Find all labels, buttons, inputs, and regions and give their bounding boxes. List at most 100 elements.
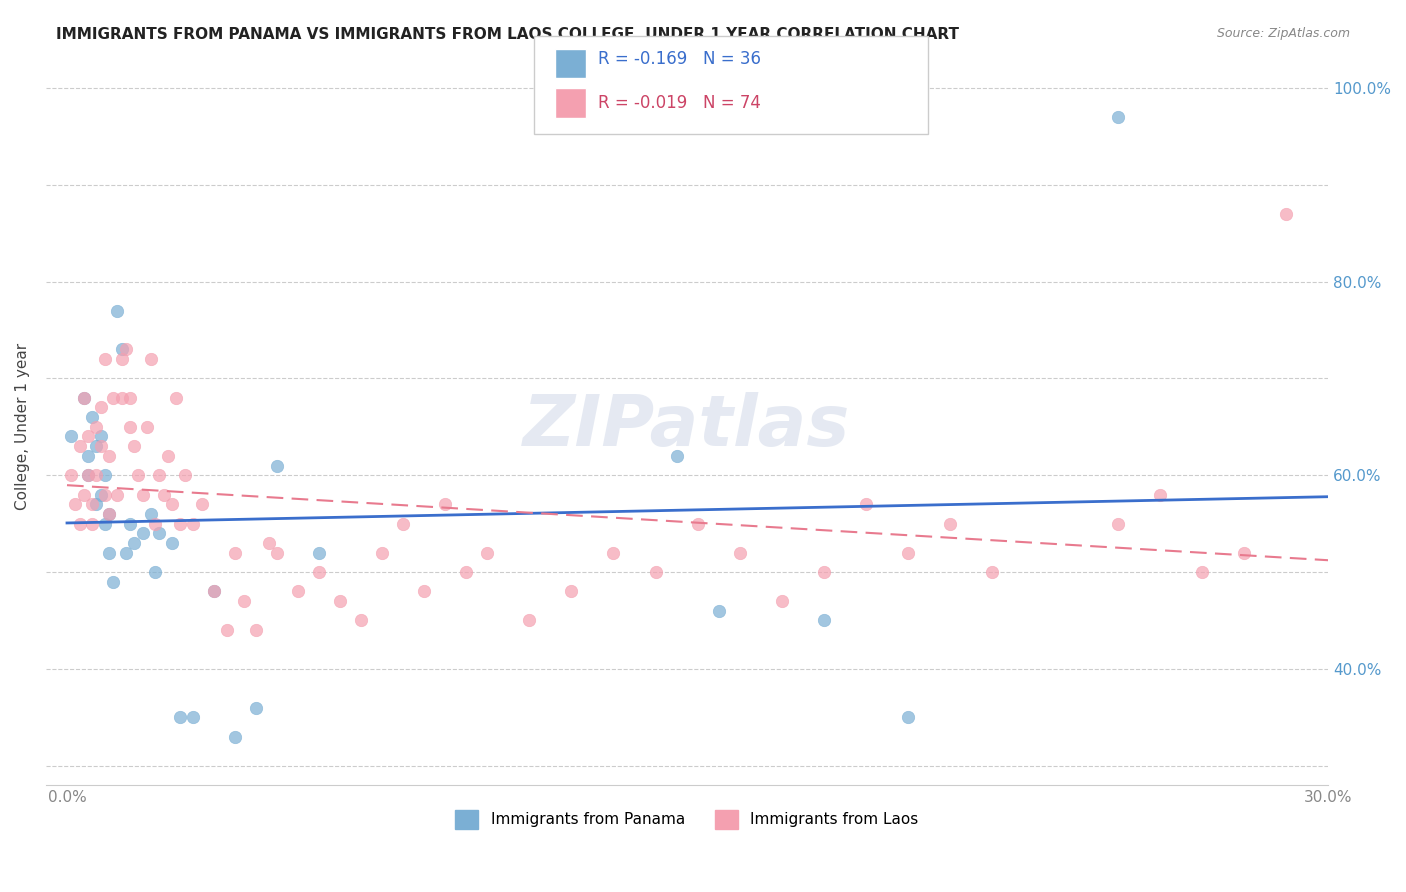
Point [82, 516, 104, 531]
Point [897, 546, 920, 560]
Point [770, 594, 793, 608]
Point [143, 516, 166, 531]
Point [173, 468, 195, 483]
Point [94, 468, 117, 483]
Point [86, 439, 108, 453]
Point [477, 546, 499, 560]
Point [94, 516, 117, 531]
Point [560, 584, 582, 599]
Point [813, 565, 835, 579]
Point [160, 536, 183, 550]
Point [202, 584, 225, 599]
Point [644, 565, 666, 579]
Point [148, 468, 170, 483]
Point [413, 584, 436, 599]
Point [329, 594, 352, 608]
Text: IMMIGRANTS FROM PANAMA VS IMMIGRANTS FROM LAOS COLLEGE, UNDER 1 YEAR CORRELATION: IMMIGRANTS FROM PANAMA VS IMMIGRANTS FRO… [56, 27, 959, 42]
Point [98, 449, 121, 463]
Point [245, 700, 267, 714]
Point [143, 565, 166, 579]
Point [69, 516, 91, 531]
Point [77, 468, 100, 483]
Point [266, 546, 288, 560]
Point [939, 516, 962, 531]
Point [122, 536, 145, 550]
Point [686, 516, 709, 531]
Point [148, 526, 170, 541]
Point [103, 574, 125, 589]
Point [160, 497, 183, 511]
Point [103, 391, 125, 405]
Point [813, 614, 835, 628]
Point [118, 419, 141, 434]
Point [118, 391, 141, 405]
Point [1191, 565, 1213, 579]
Point [94, 487, 117, 501]
Point [115, 343, 138, 357]
Point [190, 497, 212, 511]
Point [90, 439, 112, 453]
Point [202, 584, 225, 599]
Point [224, 546, 246, 560]
Point [111, 343, 134, 357]
Point [665, 449, 688, 463]
Point [266, 458, 288, 473]
Point [86, 419, 108, 434]
Text: ZIPatlas: ZIPatlas [523, 392, 851, 461]
Point [90, 401, 112, 415]
Point [224, 730, 246, 744]
Point [371, 546, 394, 560]
Point [139, 351, 162, 366]
Y-axis label: College, Under 1 year: College, Under 1 year [15, 343, 30, 510]
Legend: Immigrants from Panama, Immigrants from Laos: Immigrants from Panama, Immigrants from … [450, 804, 925, 835]
Point [90, 487, 112, 501]
Point [73, 391, 96, 405]
Point [707, 604, 730, 618]
Point [94, 351, 117, 366]
Point [456, 565, 478, 579]
Point [86, 468, 108, 483]
Point [111, 391, 134, 405]
Point [122, 439, 145, 453]
Point [156, 449, 179, 463]
Point [980, 565, 1002, 579]
Point [308, 546, 330, 560]
Point [77, 449, 100, 463]
Point [98, 546, 121, 560]
Text: R = -0.019   N = 74: R = -0.019 N = 74 [598, 95, 761, 112]
Point [115, 546, 138, 560]
Point [1275, 207, 1298, 221]
Point [897, 710, 920, 724]
Point [82, 410, 104, 425]
Point [232, 594, 254, 608]
Point [90, 429, 112, 443]
Point [127, 468, 149, 483]
Point [519, 614, 541, 628]
Point [69, 439, 91, 453]
Point [107, 303, 129, 318]
Point [169, 516, 191, 531]
Point [392, 516, 415, 531]
Text: Source: ZipAtlas.com: Source: ZipAtlas.com [1216, 27, 1350, 40]
Point [118, 516, 141, 531]
Point [308, 565, 330, 579]
Point [73, 391, 96, 405]
Point [215, 623, 238, 637]
Point [77, 468, 100, 483]
Point [181, 710, 204, 724]
Point [77, 429, 100, 443]
Point [98, 507, 121, 521]
Point [728, 546, 751, 560]
Point [855, 497, 877, 511]
Point [152, 487, 174, 501]
Point [86, 497, 108, 511]
Point [131, 487, 153, 501]
Point [82, 497, 104, 511]
Point [602, 546, 624, 560]
Point [98, 507, 121, 521]
Point [434, 497, 457, 511]
Point [60, 429, 83, 443]
Point [1107, 516, 1129, 531]
Point [60, 468, 83, 483]
Point [169, 710, 191, 724]
